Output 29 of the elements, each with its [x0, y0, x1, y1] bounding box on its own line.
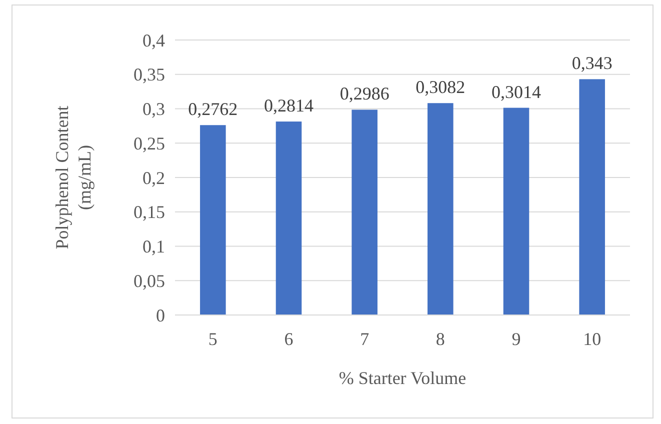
y-tick-label: 0,2 — [142, 168, 165, 188]
x-tick-label: 8 — [436, 329, 445, 349]
data-label: 0,3082 — [416, 77, 466, 98]
y-tick-label: 0 — [156, 305, 165, 326]
data-label: 0,2814 — [264, 96, 314, 116]
data-label: 0,3014 — [492, 82, 541, 102]
x-tick-label: 10 — [583, 329, 602, 349]
bar — [200, 125, 226, 315]
x-tick-label: 6 — [284, 329, 294, 349]
y-tick-label: 0,1 — [142, 236, 165, 257]
bar — [503, 108, 530, 315]
bar — [352, 110, 378, 315]
x-tick-label: 9 — [512, 329, 521, 349]
y-tick-label: 0,15 — [134, 202, 165, 222]
y-tick-label: 0,3 — [142, 99, 165, 120]
x-tick-label: 5 — [208, 329, 218, 349]
y-tick-label: 0,05 — [134, 270, 165, 291]
y-tick-label: 0,35 — [134, 64, 165, 85]
x-axis-title: % Starter Volume — [338, 368, 466, 388]
data-label: 0,2986 — [340, 84, 390, 104]
x-tick-label: 7 — [360, 329, 370, 349]
bar — [579, 79, 605, 315]
y-tick-label: 0,4 — [142, 30, 165, 50]
bar — [276, 122, 302, 315]
y-axis-title: Polyphenol Content (mg/mL) — [52, 106, 95, 250]
bar — [428, 103, 454, 315]
y-tick-label: 0,25 — [134, 133, 165, 154]
data-label: 0,2762 — [188, 99, 238, 120]
data-label: 0,343 — [572, 53, 612, 74]
